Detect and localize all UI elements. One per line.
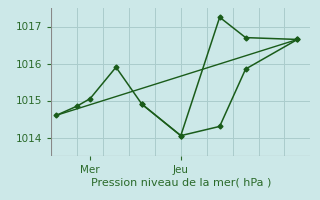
X-axis label: Pression niveau de la mer( hPa ): Pression niveau de la mer( hPa ) — [91, 178, 271, 188]
